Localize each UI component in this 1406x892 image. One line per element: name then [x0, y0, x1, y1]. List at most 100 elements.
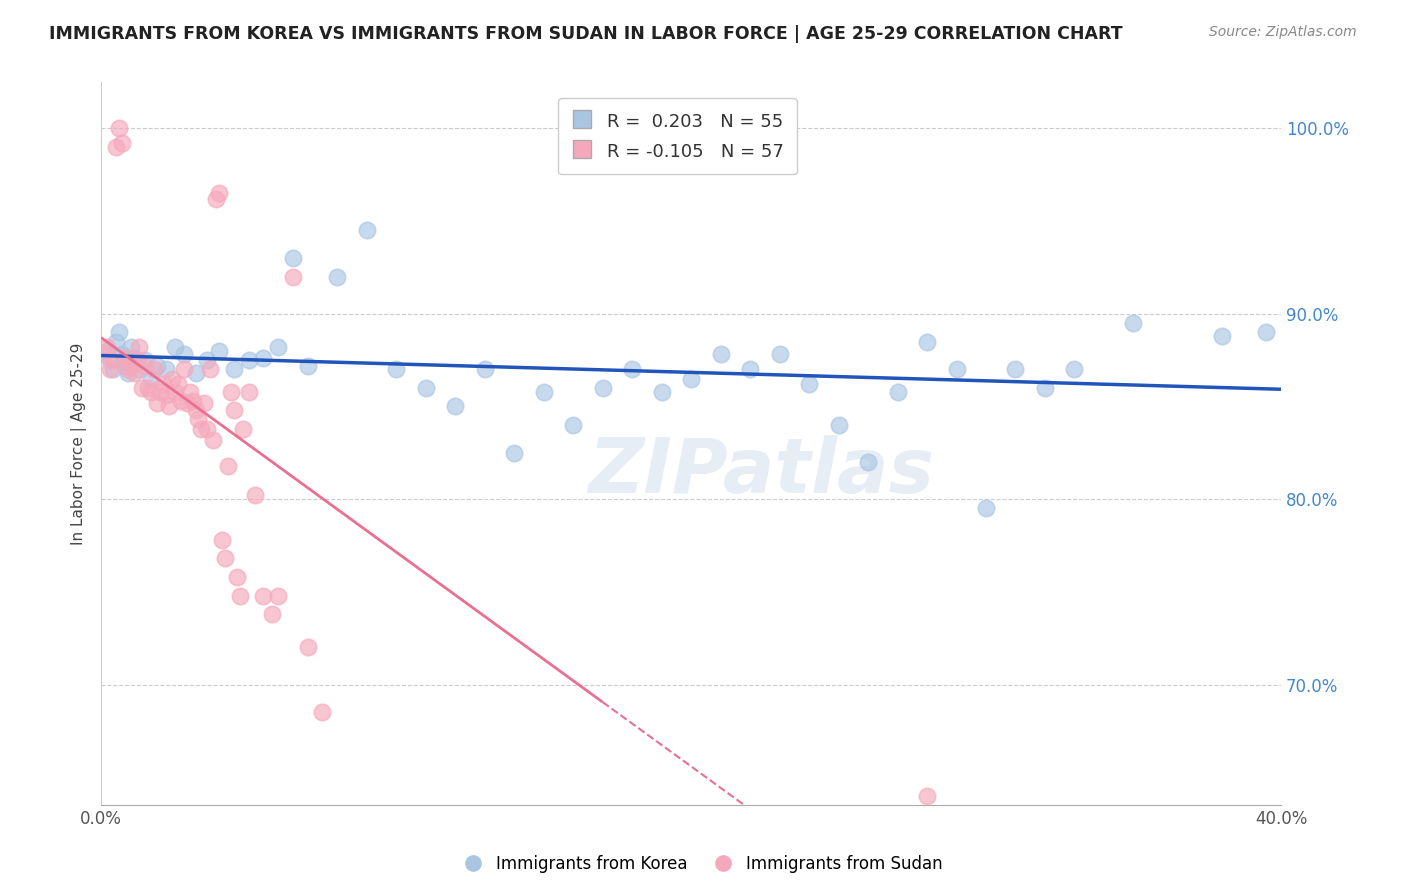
Point — [93, 347, 115, 361]
Point — [176, 395, 198, 409]
Point — [679, 371, 702, 385]
Point — [184, 403, 207, 417]
Point — [444, 400, 467, 414]
Point — [131, 381, 153, 395]
Point — [195, 422, 218, 436]
Point — [1256, 325, 1278, 339]
Point — [200, 362, 222, 376]
Point — [108, 325, 131, 339]
Point — [141, 371, 163, 385]
Point — [281, 269, 304, 284]
Point — [208, 343, 231, 358]
Point — [219, 384, 242, 399]
Point — [915, 789, 938, 803]
Point — [1004, 362, 1026, 376]
Point — [385, 362, 408, 376]
Point — [205, 192, 228, 206]
Point — [96, 340, 118, 354]
Point — [222, 403, 245, 417]
Point — [768, 347, 790, 361]
Point — [98, 362, 121, 376]
Point — [181, 393, 204, 408]
Point — [122, 351, 145, 366]
Point — [195, 353, 218, 368]
Point — [229, 589, 252, 603]
Point — [184, 366, 207, 380]
Point — [187, 412, 209, 426]
Point — [170, 393, 193, 408]
Legend: R =  0.203   N = 55, R = -0.105   N = 57: R = 0.203 N = 55, R = -0.105 N = 57 — [558, 98, 797, 174]
Point — [120, 359, 142, 373]
Point — [104, 140, 127, 154]
Point — [945, 362, 967, 376]
Point — [134, 353, 156, 368]
Point — [141, 384, 163, 399]
Point — [738, 362, 761, 376]
Point — [217, 458, 239, 473]
Point — [356, 223, 378, 237]
Point — [281, 251, 304, 265]
Point — [474, 362, 496, 376]
Point — [166, 377, 188, 392]
Point — [96, 343, 118, 358]
Point — [173, 347, 195, 361]
Point — [117, 362, 139, 376]
Point — [101, 362, 124, 376]
Point — [533, 384, 555, 399]
Point — [108, 121, 131, 136]
Point — [267, 340, 290, 354]
Point — [208, 186, 231, 201]
Y-axis label: In Labor Force | Age 25-29: In Labor Force | Age 25-29 — [72, 343, 87, 545]
Point — [173, 362, 195, 376]
Point — [117, 366, 139, 380]
Text: IMMIGRANTS FROM KOREA VS IMMIGRANTS FROM SUDAN IN LABOR FORCE | AGE 25-29 CORREL: IMMIGRANTS FROM KOREA VS IMMIGRANTS FROM… — [49, 25, 1123, 43]
Point — [1033, 381, 1056, 395]
Point — [202, 433, 225, 447]
Point — [1122, 316, 1144, 330]
Point — [163, 340, 186, 354]
Point — [146, 395, 169, 409]
Point — [232, 422, 254, 436]
Point — [651, 384, 673, 399]
Point — [238, 353, 260, 368]
Point — [262, 607, 284, 621]
Point — [267, 589, 290, 603]
Point — [827, 417, 849, 432]
Point — [592, 381, 614, 395]
Point — [146, 359, 169, 373]
Point — [311, 706, 333, 720]
Point — [149, 384, 172, 399]
Point — [155, 388, 177, 402]
Point — [1211, 329, 1233, 343]
Point — [134, 359, 156, 373]
Point — [163, 384, 186, 399]
Point — [155, 362, 177, 376]
Point — [1063, 362, 1085, 376]
Point — [797, 377, 820, 392]
Point — [252, 351, 274, 366]
Point — [157, 400, 180, 414]
Point — [297, 640, 319, 655]
Point — [128, 362, 150, 376]
Point — [190, 422, 212, 436]
Point — [101, 353, 124, 368]
Point — [120, 340, 142, 354]
Point — [562, 417, 585, 432]
Point — [160, 371, 183, 385]
Point — [143, 362, 166, 376]
Point — [193, 395, 215, 409]
Point — [243, 488, 266, 502]
Point — [222, 362, 245, 376]
Point — [152, 377, 174, 392]
Point — [125, 353, 148, 368]
Point — [111, 347, 134, 361]
Point — [225, 570, 247, 584]
Point — [136, 381, 159, 395]
Point — [128, 340, 150, 354]
Point — [114, 351, 136, 366]
Point — [238, 384, 260, 399]
Point — [915, 334, 938, 349]
Point — [503, 446, 526, 460]
Point — [252, 589, 274, 603]
Point — [621, 362, 644, 376]
